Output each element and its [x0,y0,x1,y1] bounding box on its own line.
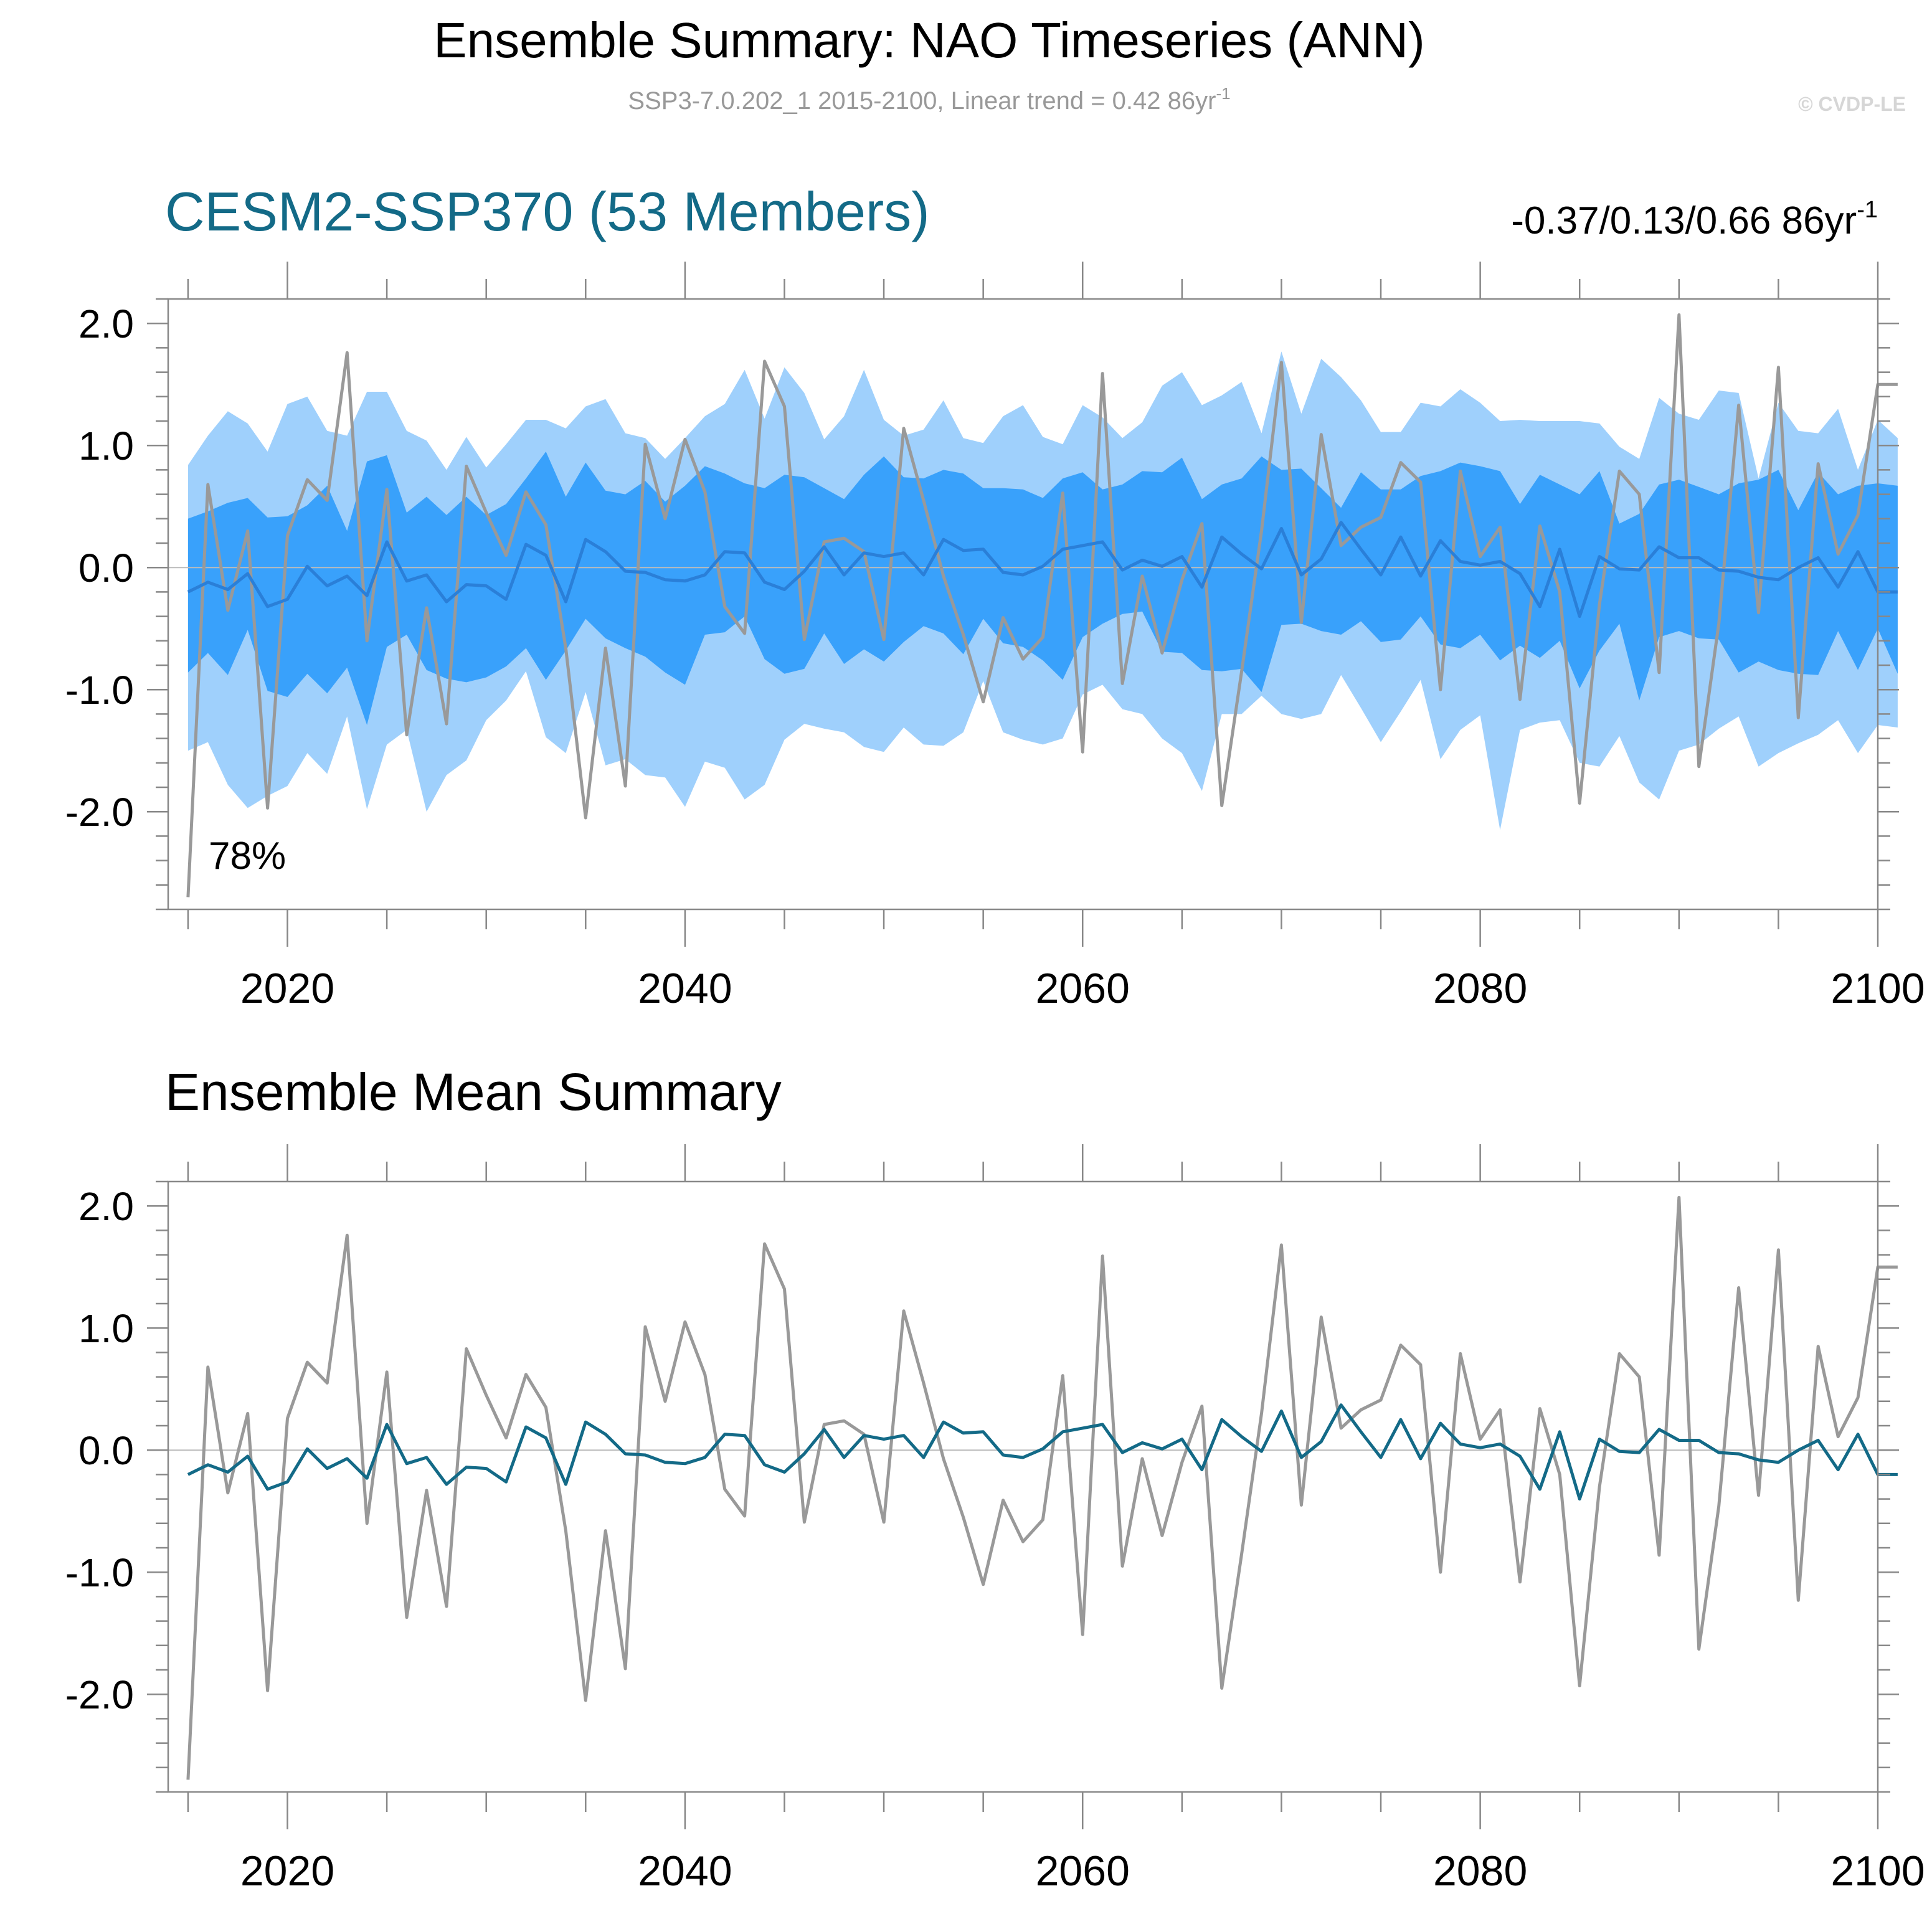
trend-label-sup: -1 [1857,197,1878,223]
x-tick-label: 2040 [638,965,732,1012]
x-tick-label: 2060 [1036,965,1130,1012]
series-line-observations [186,1196,1898,1780]
x-tick-label: 2080 [1433,1847,1527,1895]
y-tick-label: 2.0 [78,301,134,346]
trend-label-main: -0.37/0.13/0.66 86yr [1511,199,1857,242]
y-tick-label: 0.0 [78,546,134,590]
y-tick-label: -1.0 [65,1550,134,1595]
x-tick-label: 2020 [240,1847,334,1895]
plot-frame [167,298,1879,911]
trend-label: -0.37/0.13/0.66 86yr-1 [1511,197,1878,242]
y-tick-label: -2.0 [65,1672,134,1717]
y-tick-label: -2.0 [65,790,134,835]
panel-ensemble-mean: 2020 2040 2060 2080 2100 2.0 1.0 0.0 -1.0 -2.0 [65,1144,1925,1895]
subtitle-main: SSP3-7.0.202_1 2015-2100, Linear trend =… [628,87,1216,115]
y-tick-label: 0.0 [78,1428,134,1473]
subtitle-sup: -1 [1216,84,1230,103]
x-tick-label: 2100 [1830,965,1925,1012]
series-line-ensemble-mean [187,521,1898,618]
y-tick-label: 2.0 [78,1184,134,1229]
x-tick-label: 2080 [1433,965,1527,1012]
y-tick-label: 1.0 [78,1306,134,1351]
series-line-observations [186,313,1898,898]
panel-title-members: CESM2-SSP370 (53 Members) [165,181,930,242]
watermark: © CVDP-LE [1798,93,1906,115]
percent-annotation: 78% [209,835,286,878]
y-tick-label: 1.0 [78,424,134,468]
x-tick-label: 2100 [1830,1847,1925,1895]
x-tick-label: 2020 [240,965,334,1012]
axes: 2020 2040 2060 2080 2100 2.0 1.0 0.0 -1.0 -2.0 [65,262,1925,1012]
panel-title-mean: Ensemble Mean Summary [165,1063,782,1121]
y-tick-label: -1.0 [65,668,134,713]
axes: 2020 2040 2060 2080 2100 2.0 1.0 0.0 -1.0 -2.0 [65,1144,1925,1895]
x-tick-label: 2060 [1036,1847,1130,1895]
figure-title: Ensemble Summary: NAO Timeseries (ANN) [433,12,1424,68]
x-tick-label: 2040 [638,1847,732,1895]
series-lines [186,313,1898,898]
plot-frame [167,1180,1879,1793]
panel-ensemble-spread: 2020 2040 2060 2080 2100 2.0 1.0 0.0 -1.0 -2.0 78… [65,262,1925,1012]
series-line-ensemble-mean [187,1403,1898,1501]
series-lines [186,1196,1898,1780]
figure-subtitle: SSP3-7.0.202_1 2015-2100, Linear trend =… [628,84,1230,115]
spread-bands [187,351,1898,830]
